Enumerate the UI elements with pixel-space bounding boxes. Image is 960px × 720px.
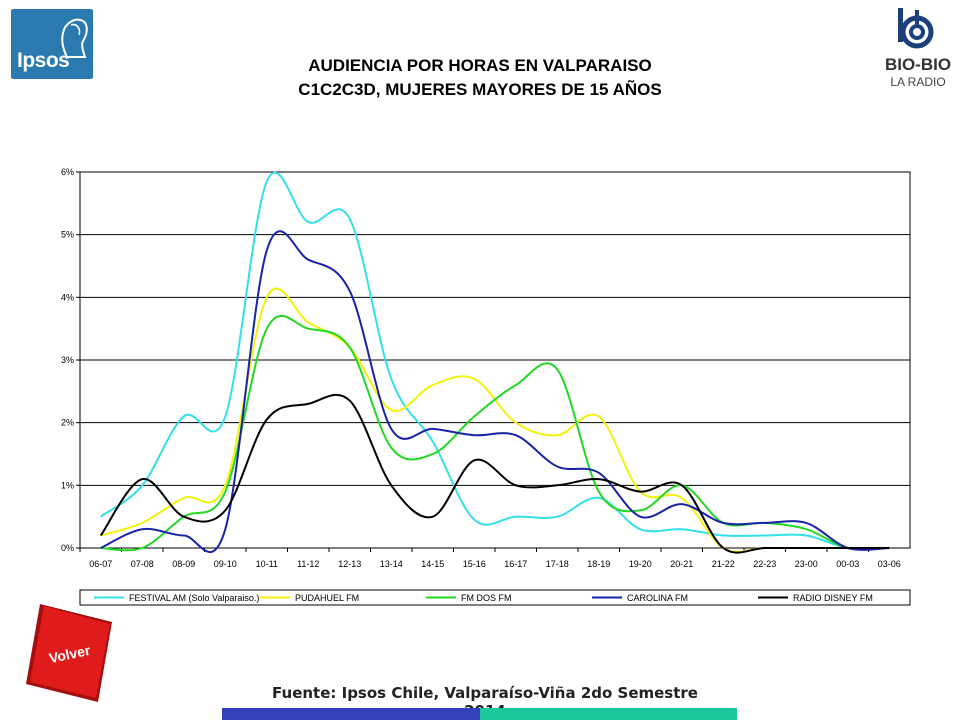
page-title: AUDIENCIA POR HORAS EN VALPARAISO C1C2C3… — [220, 54, 740, 102]
legend-label: FM DOS FM — [461, 593, 512, 603]
y-tick-label: 2% — [61, 418, 74, 428]
title-line-2: C1C2C3D, MUJERES MAYORES DE 15 AÑOS — [298, 80, 662, 99]
series-lines — [99, 171, 890, 554]
y-tick-label: 1% — [61, 480, 74, 490]
biobio-logo-text: BIO-BIO — [885, 55, 951, 74]
y-axis-ticks: 0% 1% 2% 3% 4% 5% 6% — [61, 167, 80, 553]
legend-label: CAROLINA FM — [627, 593, 688, 603]
x-tick-label: 15-16 — [463, 559, 486, 569]
y-tick-label: 4% — [61, 292, 74, 302]
x-tick-label: 09-10 — [214, 559, 237, 569]
x-tick-label: 13-14 — [380, 559, 403, 569]
footer-bar-blue — [222, 708, 480, 720]
biobio-logo-subtext: LA RADIO — [890, 75, 945, 89]
ipsos-logo: Ipsos — [11, 9, 93, 79]
x-tick-label: 08-09 — [172, 559, 195, 569]
y-tick-label: 0% — [61, 543, 74, 553]
x-tick-label: 06-07 — [89, 559, 112, 569]
x-axis-ticks: 06-07 07-08 08-09 09-10 10-11 11-12 12-13 13-14… — [79, 548, 901, 569]
legend-label: FESTIVAL AM (Solo Valparaiso.) — [129, 593, 259, 603]
x-tick-label: 19-20 — [629, 559, 652, 569]
biobio-mark-icon — [898, 8, 934, 49]
title-line-1: AUDIENCIA POR HORAS EN VALPARAISO — [308, 56, 652, 75]
audience-line-chart: 0% 1% 2% 3% 4% 5% 6% 06-07 07-08 08-09 09-10 10-11… — [61, 167, 911, 606]
volver-button[interactable]: Volver — [26, 604, 112, 702]
legend-label: PUDAHUEL FM — [295, 593, 359, 603]
x-tick-label: 21-22 — [712, 559, 735, 569]
y-tick-label: 3% — [61, 355, 74, 365]
x-tick-label: 22-23 — [753, 559, 776, 569]
legend-label: RADIO DISNEY FM — [793, 593, 873, 603]
ipsos-head-icon — [61, 18, 88, 58]
x-tick-label: 11-12 — [297, 559, 319, 569]
ipsos-logo-text: Ipsos — [17, 49, 70, 72]
x-tick-label: 07-08 — [131, 559, 154, 569]
x-tick-label: 16-17 — [504, 559, 527, 569]
x-tick-label: 23-00 — [795, 559, 818, 569]
legend: FESTIVAL AM (Solo Valparaiso.) PUDAHUEL F… — [94, 593, 873, 603]
x-tick-label: 00-03 — [836, 559, 859, 569]
y-tick-label: 6% — [61, 167, 74, 177]
series-line-1 — [100, 171, 890, 550]
legend-box — [79, 589, 911, 606]
x-tick-label: 18-19 — [587, 559, 610, 569]
series-line-5 — [99, 393, 890, 554]
gridlines — [80, 234, 910, 486]
x-tick-label: 17-18 — [546, 559, 569, 569]
x-tick-label: 12-13 — [338, 559, 361, 569]
x-tick-label: 14-15 — [421, 559, 444, 569]
x-tick-label: 10-11 — [256, 559, 278, 569]
y-tick-label: 5% — [61, 230, 74, 240]
biobio-logo: BIO-BIO LA RADIO — [885, 8, 951, 89]
x-tick-label: 03-06 — [878, 559, 901, 569]
series-line-4 — [100, 230, 890, 554]
footer-bar-teal — [480, 708, 737, 720]
x-tick-label: 20-21 — [670, 559, 693, 569]
